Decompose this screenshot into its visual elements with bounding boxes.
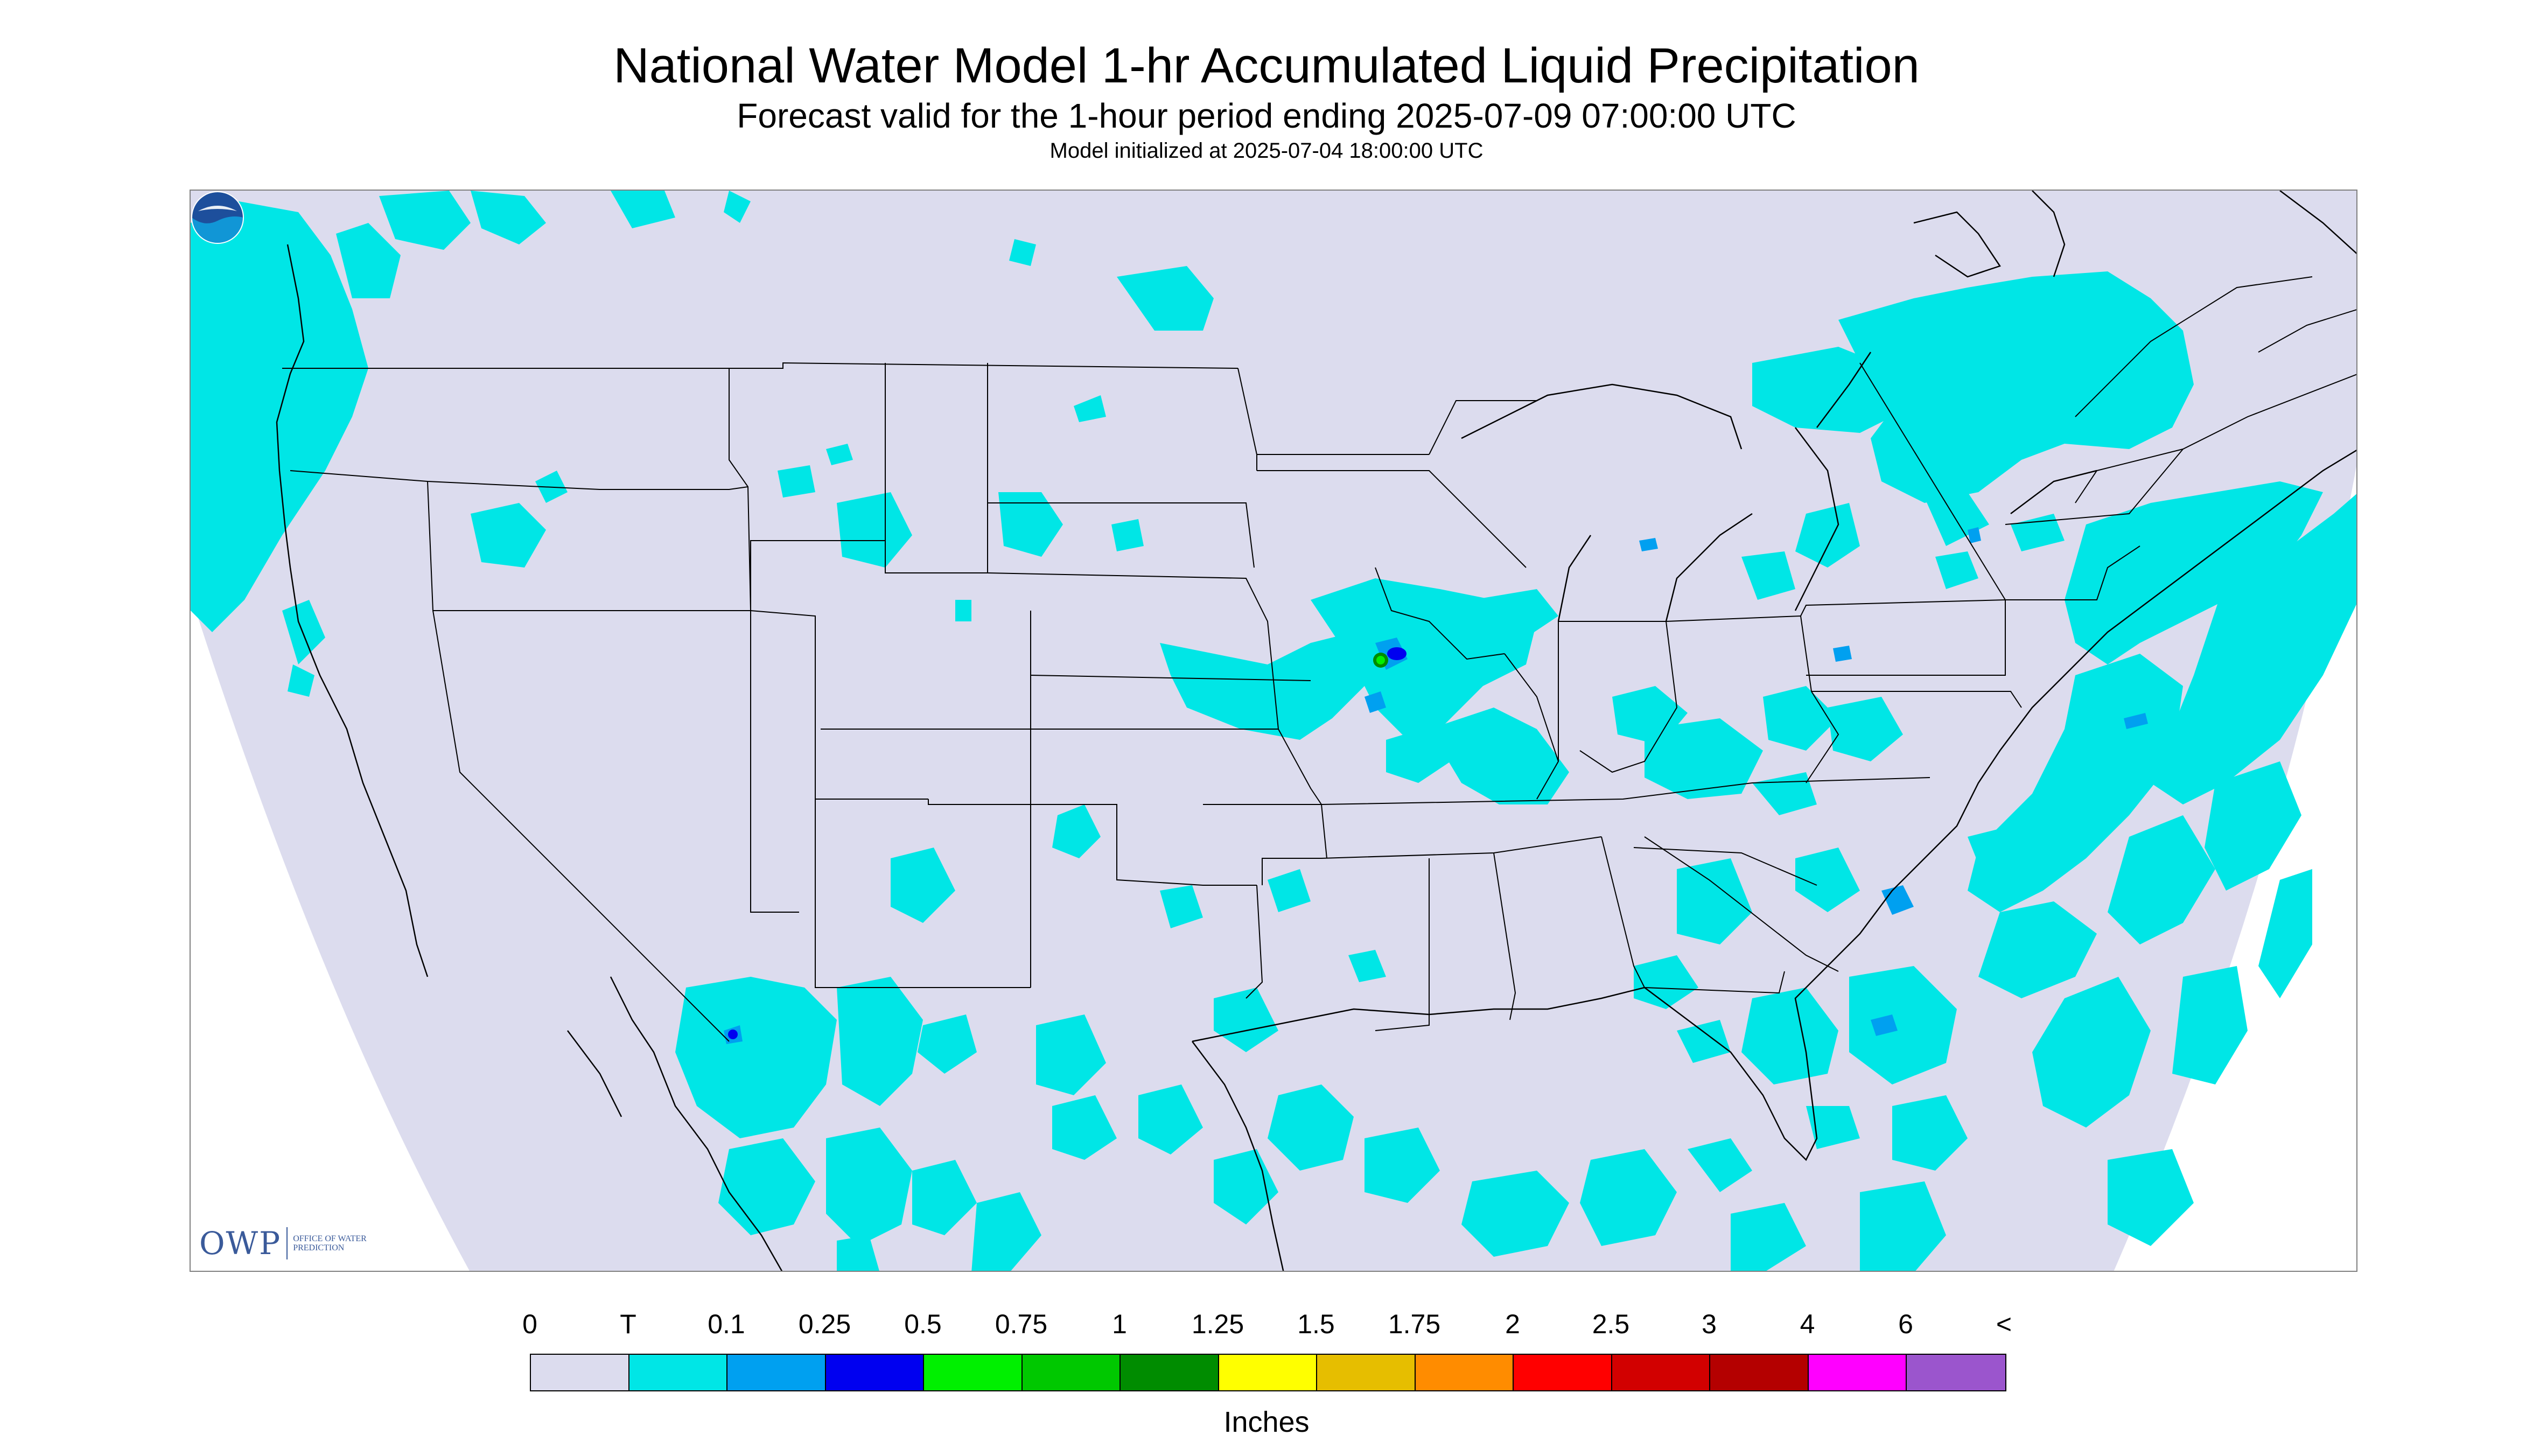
legend-swatch xyxy=(1808,1355,1907,1390)
legend-label: 1.5 xyxy=(1297,1309,1335,1339)
legend-swatch xyxy=(1219,1355,1317,1390)
owp-logo-divider xyxy=(286,1227,288,1259)
legend-swatch xyxy=(1514,1355,1612,1390)
owp-logo-mark: OWP xyxy=(199,1225,282,1262)
precipitation-map: OWP OFFICE OF WATER PREDICTION xyxy=(190,190,2357,1272)
legend-label: 1.25 xyxy=(1191,1309,1244,1339)
legend-label: 0.1 xyxy=(708,1309,745,1339)
legend-swatch xyxy=(1415,1355,1514,1390)
map-subtitle: Forecast valid for the 1-hour period end… xyxy=(737,96,1796,135)
legend-units: Inches xyxy=(1223,1406,1310,1438)
legend-swatch xyxy=(727,1355,826,1390)
legend-swatch xyxy=(1317,1355,1416,1390)
legend-colorbar xyxy=(530,1354,2006,1391)
legend-label: 4 xyxy=(1800,1309,1815,1339)
legend-label: 0.25 xyxy=(798,1309,851,1339)
legend-label: < xyxy=(1996,1309,2012,1339)
legend-swatch xyxy=(825,1355,924,1390)
legend-swatch xyxy=(629,1355,727,1390)
legend-swatch xyxy=(1710,1355,1809,1390)
legend-swatch xyxy=(924,1355,1023,1390)
map-canvas xyxy=(191,191,2356,1271)
legend-swatch xyxy=(1121,1355,1219,1390)
legend-label: 0 xyxy=(522,1309,537,1339)
noaa-logo xyxy=(191,191,244,244)
map-title: National Water Model 1-hr Accumulated Li… xyxy=(613,38,1920,93)
moderate-precip-cells xyxy=(728,647,1407,1039)
legend-swatch xyxy=(531,1355,629,1390)
legend-label: 2.5 xyxy=(1592,1309,1630,1339)
model-init-time: Model initialized at 2025-07-04 18:00:00… xyxy=(1049,139,1484,163)
legend-label: 1.75 xyxy=(1388,1309,1441,1339)
legend-label: T xyxy=(620,1309,636,1339)
legend-label: 0.75 xyxy=(995,1309,1048,1339)
legend-label: 1 xyxy=(1112,1309,1127,1339)
owp-logo-text: OFFICE OF WATER PREDICTION xyxy=(293,1234,367,1252)
legend-label: 2 xyxy=(1505,1309,1520,1339)
legend-swatch xyxy=(1022,1355,1121,1390)
legend-label: 3 xyxy=(1702,1309,1717,1339)
coastlines xyxy=(276,191,2356,1271)
owp-logo: OWP OFFICE OF WATER PREDICTION xyxy=(199,1224,374,1262)
legend-swatch xyxy=(1907,1355,2005,1390)
legend-swatch xyxy=(1612,1355,1710,1390)
state-boundaries xyxy=(282,276,2356,1042)
legend-label: 6 xyxy=(1898,1309,1913,1339)
legend-label: 0.5 xyxy=(904,1309,942,1339)
